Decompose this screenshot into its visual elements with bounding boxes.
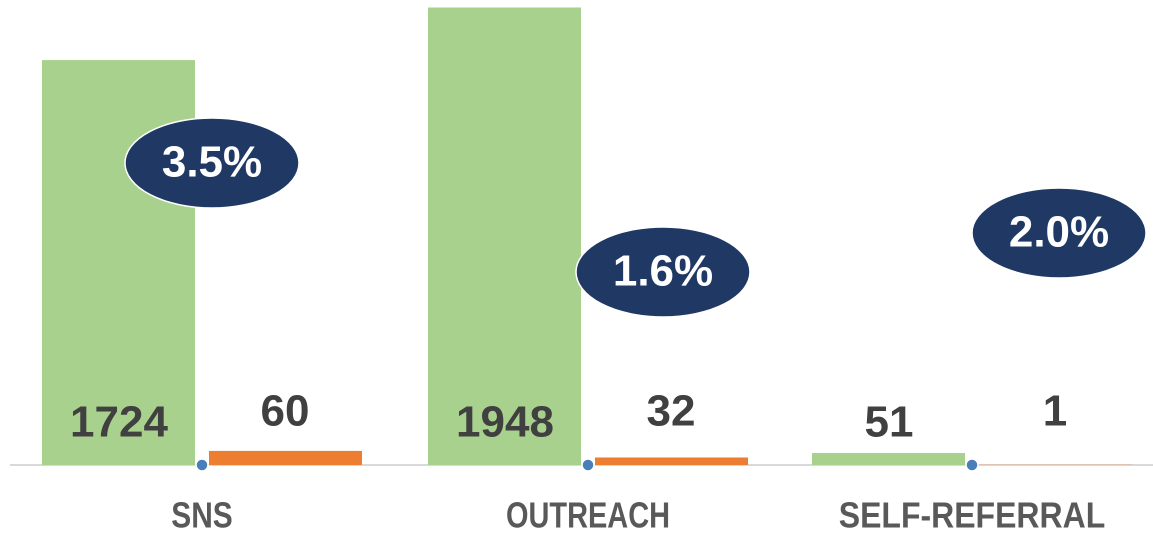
data-label: 51 [865,398,914,447]
rate-label: 2.0% [1009,208,1109,257]
rate-label: 3.5% [162,138,262,187]
data-label: 1948 [456,398,554,447]
x-tick-label: SNS [171,495,233,536]
data-label: 60 [261,387,310,436]
rate-bubble [575,226,751,318]
bar [209,450,362,465]
x-tick-label: OUTREACH [506,495,670,536]
marker [195,458,209,472]
marker [581,458,595,472]
bar [428,7,581,465]
marker [965,458,979,472]
rate-label: 1.6% [613,247,713,296]
rate-bubble [971,187,1147,279]
data-label: 1 [1043,387,1067,436]
x-tick-label: SELF-REFERRAL [839,495,1106,536]
data-label: 32 [647,387,696,436]
data-label: 1724 [70,398,168,447]
bar [595,457,748,465]
rate-bubble [124,117,300,209]
bar [812,453,965,465]
